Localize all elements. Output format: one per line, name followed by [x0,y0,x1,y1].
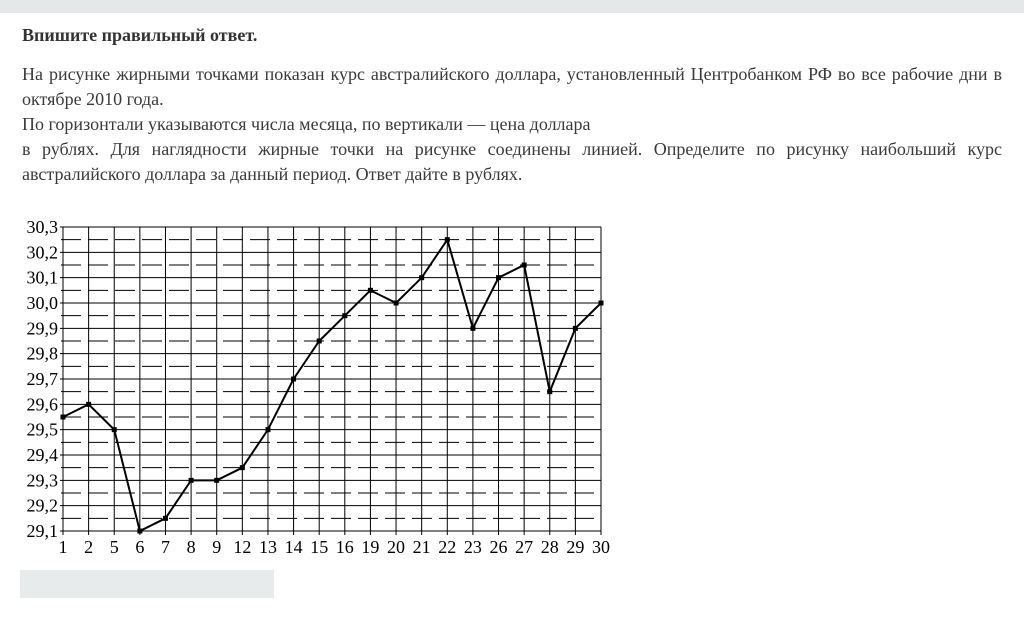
problem-text-line: в рублях. Для наглядности жирные точки н… [22,139,1002,159]
data-point [598,300,604,306]
problem-text: На рисунке жирными точками показан курс … [22,62,1002,187]
x-axis-tick-label: 19 [361,537,379,557]
x-axis-tick-label: 21 [413,537,431,557]
data-point [111,427,117,433]
data-point [316,338,322,344]
x-axis-tick-label: 29 [566,537,584,557]
data-point [521,262,527,268]
data-point [419,275,425,281]
x-axis-tick-label: 16 [336,537,354,557]
data-point [393,300,399,306]
data-point [188,477,194,483]
problem-text-line: На рисунке жирными точками показан курс … [22,64,1002,84]
y-axis-tick-label: 29,2 [27,496,59,516]
y-axis-tick-label: 29,5 [27,420,59,440]
data-point [342,313,348,319]
page-title: Впишите правильный ответ. [22,25,258,45]
y-axis-tick-label: 29,8 [27,344,59,364]
y-axis-tick-label: 30,0 [27,293,59,313]
x-axis-tick-label: 5 [110,537,119,557]
data-point [470,325,476,331]
x-axis-tick-label: 6 [135,537,144,557]
data-point [572,325,578,331]
data-point [444,237,450,243]
data-point [137,528,143,534]
chart-svg: 30,3 30,2 30,1 30,0 29,9 29,8 29,7 29,6 29,5 29,4… [27,217,611,557]
x-axis-tick-label: 8 [187,537,196,557]
problem-text-line: австралийского доллара за данный период.… [22,164,523,184]
x-axis-tick-label: 15 [310,537,328,557]
x-axis-tick-label: 27 [515,537,533,557]
x-axis-tick-label: 12 [233,537,251,557]
data-point [239,465,245,471]
y-axis-tick-label: 30,1 [27,268,59,288]
x-axis-tick-label: 7 [161,537,170,557]
x-axis-tick-label: 20 [387,537,405,557]
x-axis-tick-label: 9 [212,537,221,557]
data-point [265,427,271,433]
data-point [60,414,66,420]
problem-text-line: октябре 2010 года. [22,89,164,109]
y-axis-tick-label: 30,2 [27,242,59,262]
y-axis-tick-label: 29,6 [27,394,59,414]
x-axis-tick-label: 22 [438,537,456,557]
y-axis-tick-label: 29,9 [27,318,59,338]
exchange-rate-chart: 30,3 30,2 30,1 30,0 29,9 29,8 29,7 29,6 29,5 29,4… [22,213,622,563]
data-point [291,376,297,382]
x-axis-tick-label: 13 [259,537,277,557]
x-axis-tick-label: 14 [285,537,303,557]
top-strip [0,0,1024,13]
rate-line [62,237,602,533]
x-axis-tick-label: 23 [464,537,482,557]
x-axis-tick-label: 28 [541,537,559,557]
data-point [214,477,220,483]
y-axis-tick-label: 30,3 [27,217,59,237]
data-point [496,275,502,281]
x-axis-tick-label: 26 [490,537,508,557]
y-axis-tick-label: 29,1 [27,521,59,541]
x-axis-tick-label: 30 [592,537,610,557]
y-axis-tick-label: 29,3 [27,470,59,490]
x-axis-tick-label: 2 [84,537,93,557]
data-point [86,401,92,407]
answer-input[interactable] [20,570,274,598]
y-axis-tick-label: 29,7 [27,369,59,389]
data-point [367,287,373,293]
data-point [162,515,168,521]
problem-text-line: По горизонтали указываются числа месяца,… [22,114,591,134]
data-point [547,389,553,395]
y-axis-tick-label: 29,4 [27,445,59,465]
x-axis-tick-label: 1 [59,537,68,557]
